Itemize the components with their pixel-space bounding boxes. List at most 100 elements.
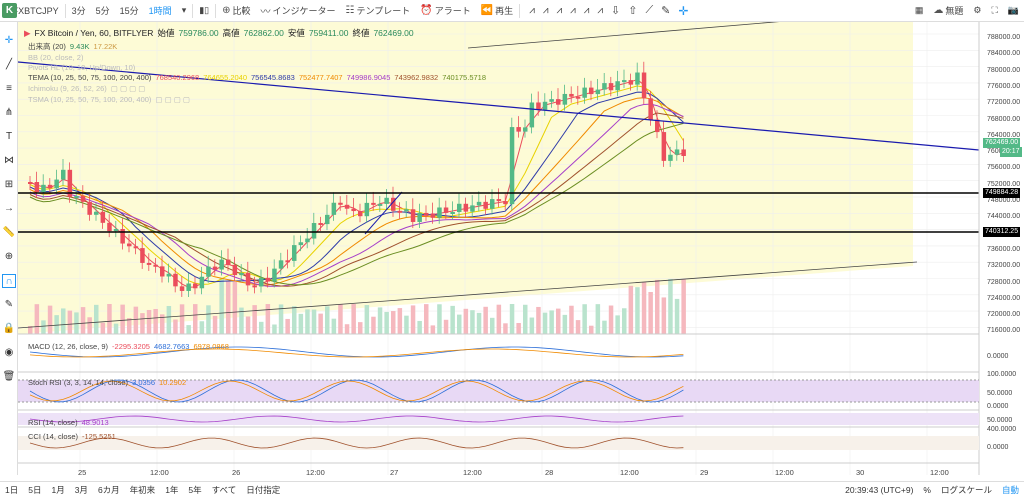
range-5d[interactable]: 5日 [28, 484, 42, 495]
chart-type-button[interactable]: ▮▯ [194, 0, 214, 22]
volume-bar [272, 324, 277, 334]
compare-button[interactable]: ⊕ 比較 [217, 0, 255, 22]
volume-bar [457, 314, 462, 334]
interval-5m[interactable]: 5分 [95, 6, 110, 16]
range-1m[interactable]: 1月 [51, 484, 65, 495]
short-trend-line[interactable] [364, 191, 403, 235]
range-1d[interactable]: 1日 [5, 484, 19, 495]
volume-bar [47, 305, 53, 334]
candle-body [212, 266, 218, 270]
magnet-icon[interactable]: ∩ [2, 274, 16, 288]
clock[interactable]: 20:39:43 (UTC+9) [845, 484, 914, 495]
wave-pattern-icon[interactable]: ⩘ [529, 5, 535, 16]
range-6m[interactable]: 6カ月 [97, 484, 120, 495]
price-axis-label: 784000.00 [987, 50, 1021, 58]
trend-line-icon[interactable]: ╱ [5, 59, 13, 70]
candle-body [80, 196, 86, 202]
percent-toggle[interactable]: % [923, 484, 931, 495]
auto-scale-toggle[interactable]: 自動 [1001, 484, 1019, 495]
volume-bar [166, 305, 172, 334]
price-axis-label: 788000.00 [987, 34, 1021, 41]
moving-average-line [29, 112, 684, 287]
volume-bar [186, 325, 191, 334]
wave-pattern-icon[interactable]: ⩘ [583, 5, 590, 16]
cloud-save-button[interactable]: ☁ 無題 [928, 0, 968, 22]
indicators-button[interactable]: 〰インジケーター [256, 0, 341, 22]
lock-icon[interactable]: 🔒 [2, 323, 16, 334]
volume-bar [146, 309, 152, 334]
main-legend: ▶ FX Bitcoin / Yen, 60, BITFLYER 始値 75978… [24, 27, 418, 39]
wave-pattern-icon[interactable]: ⩘ [542, 5, 549, 16]
alert-button[interactable]: ⏰ アラート [415, 0, 475, 22]
range-3m[interactable]: 3月 [74, 484, 88, 495]
volume-bar [377, 307, 383, 334]
brush-icon[interactable]: ✎ [661, 5, 671, 17]
candle-body [305, 238, 310, 243]
go-to-date-button[interactable]: 日付指定 [246, 484, 281, 495]
ruler-icon[interactable]: 📏 [2, 227, 16, 238]
forecast-icon[interactable]: ⊞ [4, 179, 14, 190]
crosshair-icon[interactable]: ✛ [4, 35, 14, 46]
wave-pattern-icon[interactable]: ⩘ [570, 5, 576, 16]
volume-ma-value: 17.22K [93, 42, 118, 51]
range-1y[interactable]: 1年 [165, 484, 179, 495]
candle-body [252, 285, 257, 288]
replay-button[interactable]: ⏪ 再生 [476, 0, 518, 22]
range-5y[interactable]: 5年 [188, 484, 202, 495]
candle-body [377, 203, 383, 206]
arrow-down-icon[interactable]: ⇩ [611, 5, 621, 17]
pitchfork-icon[interactable]: ⋔ [4, 107, 14, 118]
pattern-icon[interactable]: ⋈ [4, 155, 14, 166]
bb-legend: BB (20, close, 2) [28, 53, 87, 62]
price-axis-label: 776000.00 [987, 82, 1021, 90]
volume-bar [179, 304, 185, 334]
pivots-legend: Pivots HL (10, 10, Up/Down, 10) [28, 63, 139, 72]
layout-button[interactable]: ▦ [910, 0, 929, 22]
snapshot-button[interactable]: 📷 [1003, 0, 1024, 22]
volume-bar [28, 326, 33, 334]
cci-line [29, 437, 684, 449]
chart-area[interactable] [18, 22, 1024, 475]
volume-bar [232, 281, 238, 334]
candle-body [358, 211, 363, 217]
interval-1h[interactable]: 1時間 [148, 6, 172, 16]
interval-dropdown[interactable]: ▾ [181, 5, 187, 15]
trend-line[interactable] [18, 61, 980, 151]
candle-body [503, 201, 508, 205]
volume-bar [523, 304, 528, 334]
text-icon[interactable]: T [5, 131, 13, 142]
range-ytd[interactable]: 年初来 [129, 484, 156, 495]
volume-bar [94, 304, 99, 334]
interval-3m[interactable]: 3分 [71, 6, 86, 16]
settings-button[interactable]: ⚙ [968, 0, 986, 22]
tema-value-1: 768540.2968 [155, 73, 200, 82]
crosshair-icon[interactable]: ✛ [678, 3, 689, 18]
stoch-axis-50: 50.0000 [987, 390, 1013, 397]
volume-bar [338, 304, 343, 334]
drawing-mode-icon[interactable]: ✎ [4, 299, 14, 310]
stoch-d-value: 10.2902 [159, 378, 187, 387]
price-axis-label: 736000.00 [987, 245, 1021, 253]
macd-label: MACD (12, 26, close, 9) [28, 342, 109, 351]
range-all[interactable]: すべて [211, 484, 237, 495]
templates-button[interactable]: ☷ テンプレート [341, 0, 416, 22]
channel-lower-line[interactable] [18, 261, 918, 329]
arrow-right-icon[interactable]: → [4, 203, 14, 214]
interval-15m[interactable]: 15分 [119, 6, 139, 16]
stoch-label: Stoch RSI (3, 3, 14, 14, close) [28, 378, 129, 387]
candle-body [67, 169, 73, 197]
eye-icon[interactable]: ◉ [4, 347, 14, 358]
zoom-in-icon[interactable]: ⊕ [4, 251, 14, 262]
trash-icon[interactable]: 🗑 [2, 371, 16, 382]
arrow-up-icon[interactable]: ⇧ [628, 5, 638, 17]
wave-pattern-icon[interactable]: ⩘ [597, 5, 604, 16]
log-scale-toggle[interactable]: ログスケール [940, 484, 992, 495]
volume-bar [476, 312, 482, 334]
wave-pattern-icon[interactable]: ⩘ [556, 5, 563, 16]
channel-upper-line[interactable] [467, 22, 798, 49]
trend-line-icon[interactable]: ⟋ [645, 4, 654, 16]
volume-bar [582, 304, 587, 334]
volume-bar [589, 325, 594, 334]
horizontal-lines-icon[interactable]: ≡ [6, 83, 12, 94]
fullscreen-button[interactable]: ⛶ [986, 0, 1002, 22]
